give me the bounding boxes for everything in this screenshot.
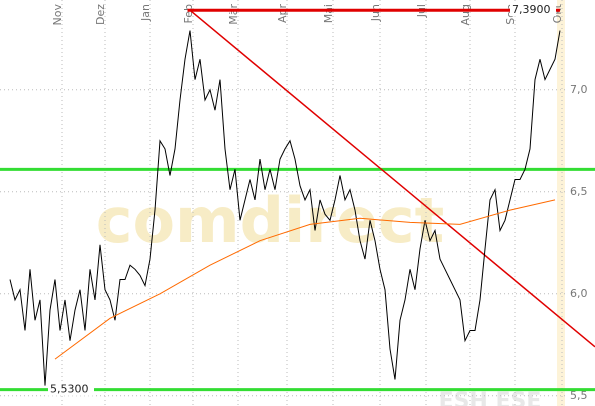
level-label-bg [48,382,94,396]
current-period-band [557,0,565,406]
trend-line [189,9,595,348]
x-tick-label: Apr [276,4,289,24]
y-tick-label: 6,0 [570,287,588,300]
footer-text: ESH ESE [439,389,542,406]
y-tick-label: 5,5 [570,389,588,402]
y-tick-label: 7,0 [570,83,588,96]
price-line [54,199,556,360]
x-tick-label: Feb [182,4,195,23]
x-tick-label: Jun [369,4,382,22]
level-label: 5,5300 [50,383,89,396]
level-label: 7,3900 [512,3,551,16]
x-tick-label: Jan [139,4,152,22]
level-label-bg [510,3,556,17]
price-line [9,30,561,386]
y-tick-label: 6,5 [570,185,588,198]
x-tick-label: Nov [51,4,64,26]
x-tick-label: Dez [94,4,107,25]
x-tick-label: Mai [322,4,335,23]
x-tick-label: Aug [459,4,472,25]
x-tick-label: Mär [227,4,240,25]
